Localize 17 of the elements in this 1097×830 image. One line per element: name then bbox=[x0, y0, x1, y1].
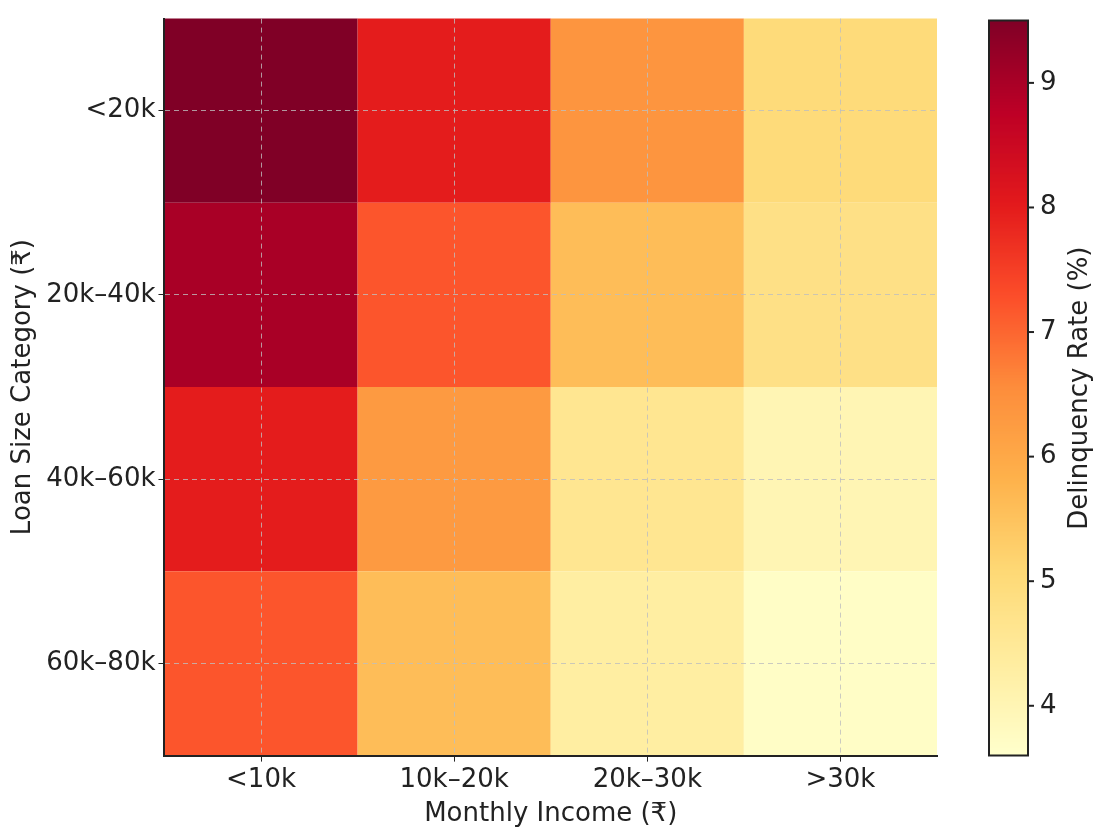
y-tick-label: 60k–80k bbox=[46, 646, 156, 677]
color-bar-label: 6 bbox=[1040, 439, 1057, 470]
color-bar-label: 8 bbox=[1040, 190, 1057, 221]
y-tick-label: <20k bbox=[85, 93, 156, 124]
x-axis-title: Monthly Income (₹) bbox=[424, 797, 678, 828]
y-axis-title: Loan Size Category (₹) bbox=[6, 239, 37, 536]
color-bar-label: 7 bbox=[1040, 314, 1057, 345]
x-tick-label: <10k bbox=[226, 762, 297, 793]
x-tick-label: 10k–20k bbox=[399, 762, 509, 793]
color-bar-label: 4 bbox=[1040, 688, 1057, 719]
x-tick-label: 20k–30k bbox=[592, 762, 702, 793]
x-tick-label: >30k bbox=[805, 762, 876, 793]
color-bar-label: 5 bbox=[1040, 563, 1057, 594]
color-bar-title: Delinquency Rate (%) bbox=[1062, 246, 1093, 530]
color-bar-label: 9 bbox=[1040, 65, 1057, 96]
y-tick-label: 40k–60k bbox=[46, 461, 156, 492]
y-tick-label: 20k–40k bbox=[46, 277, 156, 308]
